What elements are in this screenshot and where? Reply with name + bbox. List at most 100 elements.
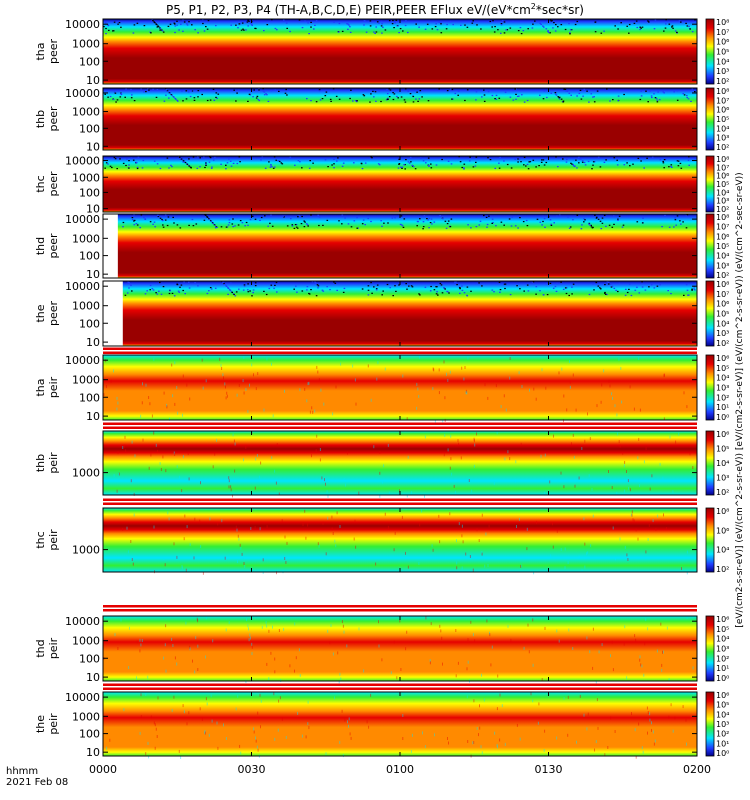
noise-speck	[193, 97, 196, 99]
noise-streak	[576, 740, 577, 744]
noise-speck	[293, 288, 295, 290]
colorbar-tick-label: 10¹	[716, 739, 729, 748]
noise-streak	[271, 362, 272, 366]
noise-streak	[243, 562, 245, 565]
noise-streak	[171, 363, 173, 367]
x-tick-label: 0100	[386, 763, 414, 776]
noise-speck	[206, 292, 209, 295]
noise-streak	[166, 405, 168, 409]
noise-speck	[427, 219, 429, 221]
noise-streak	[532, 618, 534, 622]
noise-speck	[547, 30, 549, 33]
noise-streak	[243, 356, 245, 359]
noise-speck	[199, 157, 201, 159]
noise-streak	[242, 379, 244, 383]
noise-speck	[174, 23, 176, 25]
noise-speck	[209, 220, 212, 222]
panel-instrument-label: peir	[47, 376, 60, 398]
noise-speck	[612, 99, 614, 101]
colorbar-tick-label: 10⁷	[716, 163, 729, 172]
noise-speck	[438, 21, 440, 23]
noise-speck	[683, 94, 686, 96]
noise-speck	[469, 156, 471, 158]
noise-streak	[449, 466, 451, 470]
noise-speck	[296, 227, 299, 229]
noise-speck	[625, 288, 627, 290]
colorbar-tick-label: 10⁵	[716, 364, 729, 373]
noise-streak	[157, 449, 158, 453]
noise-speck	[227, 293, 229, 295]
data-gap-marker	[103, 683, 697, 686]
noise-speck	[562, 158, 564, 160]
noise-streak	[201, 717, 203, 721]
noise-speck	[242, 28, 244, 30]
noise-speck	[493, 291, 495, 293]
data-gap-marker	[103, 609, 697, 612]
noise-streak	[200, 545, 202, 548]
noise-speck	[523, 290, 525, 292]
noise-speck	[337, 157, 339, 159]
noise-streak	[128, 666, 130, 670]
noise-speck	[421, 96, 423, 98]
noise-streak	[284, 557, 286, 560]
noise-speck	[392, 98, 395, 101]
noise-speck	[412, 101, 415, 103]
noise-speck	[375, 288, 378, 290]
noise-speck	[402, 30, 404, 32]
noise-speck	[531, 281, 534, 284]
noise-speck	[342, 291, 345, 293]
noise-speck	[350, 226, 353, 228]
noise-streak	[563, 419, 564, 423]
noise-speck	[210, 288, 213, 290]
noise-streak	[216, 721, 218, 725]
noise-streak	[251, 642, 253, 646]
noise-streak	[434, 733, 435, 737]
noise-speck	[173, 96, 175, 98]
noise-streak	[205, 616, 207, 620]
colorbar-tick-label: 10²	[716, 205, 729, 214]
noise-streak	[256, 454, 258, 457]
noise-streak	[182, 455, 184, 459]
noise-streak	[130, 479, 132, 483]
noise-streak	[556, 736, 558, 740]
panel-probe-label: tha	[34, 378, 47, 396]
noise-speck	[688, 164, 690, 166]
colorbar-tick-label: 10⁵	[716, 48, 729, 57]
noise-streak	[399, 619, 401, 623]
noise-streak	[467, 740, 469, 743]
noise-speck	[601, 217, 604, 219]
noise-speck	[576, 95, 578, 97]
noise-speck	[532, 159, 535, 161]
noise-streak	[147, 675, 149, 679]
noise-streak	[220, 363, 222, 367]
noise-streak	[332, 412, 334, 416]
noise-streak	[478, 539, 480, 542]
noise-streak	[464, 366, 466, 369]
noise-speck	[150, 32, 152, 34]
panel-instrument-label: peer	[47, 171, 60, 197]
noise-speck	[687, 159, 690, 161]
noise-streak	[491, 645, 493, 649]
noise-streak	[652, 519, 654, 523]
noise-streak	[526, 527, 528, 531]
chart-title: P5, P1, P2, P3, P4 (TH-A,B,C,D,E) PEIR,P…	[0, 2, 750, 17]
noise-streak	[486, 619, 488, 623]
noise-streak	[467, 356, 469, 360]
noise-streak	[416, 382, 418, 386]
y-tick-label: 100	[79, 728, 100, 741]
noise-speck	[133, 24, 136, 26]
noise-streak	[661, 663, 663, 667]
noise-streak	[450, 457, 452, 461]
noise-speck	[216, 97, 218, 99]
noise-speck	[229, 289, 232, 291]
noise-speck	[448, 292, 450, 294]
noise-streak	[472, 633, 474, 637]
noise-speck	[498, 162, 500, 164]
noise-speck	[562, 101, 565, 103]
noise-speck	[549, 219, 552, 221]
noise-streak	[581, 569, 583, 573]
noise-streak	[685, 718, 687, 722]
noise-streak	[379, 471, 381, 475]
noise-streak	[544, 626, 546, 630]
